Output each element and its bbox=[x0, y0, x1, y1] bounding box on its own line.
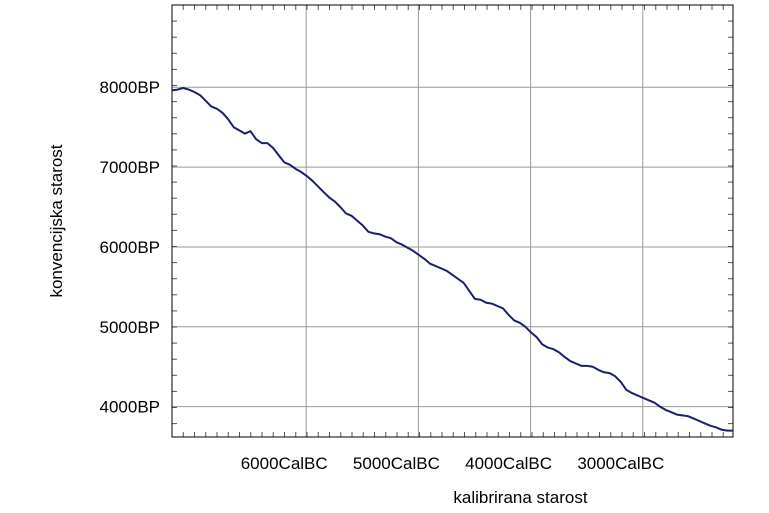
y-tick-label: 7000BP bbox=[100, 158, 161, 177]
x-tick-label: 6000CalBC bbox=[241, 454, 328, 473]
y-tick-label: 6000BP bbox=[100, 238, 161, 257]
y-tick-label: 4000BP bbox=[100, 398, 161, 417]
x-tick-labels: 6000CalBC 5000CalBC 4000CalBC 3000CalBC bbox=[241, 454, 665, 473]
series-layer bbox=[171, 87, 733, 432]
calibration-curve-line bbox=[171, 87, 733, 432]
x-tick-label: 3000CalBC bbox=[577, 454, 664, 473]
x-tick-label: 4000CalBC bbox=[465, 454, 552, 473]
plot-frame bbox=[171, 4, 734, 438]
minor-ticks bbox=[171, 4, 733, 437]
y-tick-label: 8000BP bbox=[100, 78, 161, 97]
y-axis-title: konvencijska starost bbox=[47, 144, 66, 297]
x-tick-label: 5000CalBC bbox=[353, 454, 440, 473]
grid-lines bbox=[172, 5, 733, 437]
y-tick-labels: 4000BP 5000BP 6000BP 7000BP 8000BP bbox=[100, 78, 161, 416]
y-tick-label: 5000BP bbox=[100, 318, 161, 337]
x-axis-title: kalibrirana starost bbox=[453, 488, 587, 507]
